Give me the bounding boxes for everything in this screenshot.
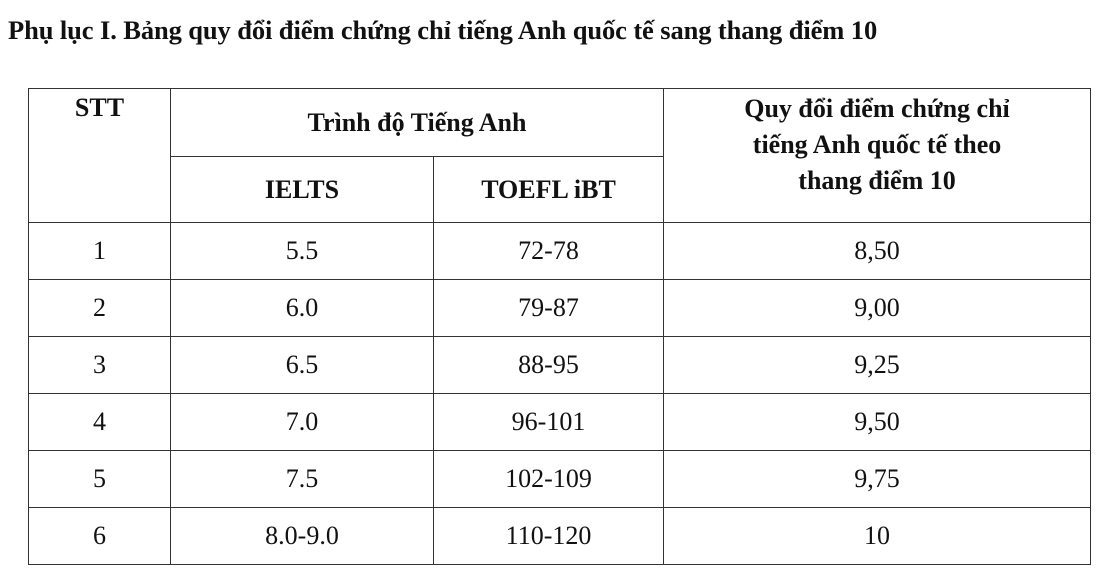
cell-ielts: 5.5 [170,222,434,280]
cell-ielts: 8.0-9.0 [170,507,434,565]
cell-toefl: 102-109 [432,450,665,508]
header-row: STT Trình độ Tiếng Anh Quy đổi điểm chứn… [28,88,1092,223]
cell-ielts: 7.0 [170,393,434,451]
header-stt: STT [28,88,171,223]
header-conversion-line: Quy đổi điểm chứng chỉ [744,94,1010,123]
cell-score: 10 [663,507,1092,565]
cell-stt: 1 [28,222,171,280]
cell-toefl: 79-87 [432,279,665,337]
cell-score: 9,00 [663,279,1092,337]
conversion-table: STT Trình độ Tiếng Anh Quy đổi điểm chứn… [28,88,1092,565]
cell-score: 9,25 [663,336,1092,394]
cell-stt: 4 [28,393,171,451]
cell-toefl: 110-120 [432,507,665,565]
header-level-group: Trình độ Tiếng Anh [169,88,665,157]
cell-stt: 2 [28,279,171,337]
cell-score: 9,50 [663,393,1092,451]
table-row: 6 8.0-9.0 110-120 10 [28,507,1092,565]
cell-ielts: 6.5 [170,336,434,394]
table-row: 2 6.0 79-87 9,00 [28,279,1092,337]
subheader-row: IELTS TOEFL iBT [29,156,1091,223]
header-conversion-line: tiếng Anh quốc tế theo [752,130,1002,159]
header-toefl: TOEFL iBT [432,156,665,223]
header-conversion: Quy đổi điểm chứng chỉ tiếng Anh quốc tế… [663,88,1092,223]
cell-stt: 3 [28,336,171,394]
table-row: 3 6.5 88-95 9,25 [28,336,1092,394]
table-row: 4 7.0 96-101 9,50 [28,393,1092,451]
cell-score: 9,75 [663,450,1092,508]
cell-ielts: 7.5 [170,450,434,508]
cell-toefl: 72-78 [432,222,665,280]
cell-stt: 6 [28,507,171,565]
header-conversion-line: thang điểm 10 [798,166,956,195]
cell-score: 8,50 [663,222,1092,280]
document-title: Phụ lục I. Bảng quy đổi điểm chứng chỉ t… [8,15,878,45]
cell-toefl: 88-95 [432,336,665,394]
table-row: 1 5.5 72-78 8,50 [28,222,1092,280]
cell-toefl: 96-101 [432,393,665,451]
header-ielts: IELTS [170,156,434,223]
cell-stt: 5 [28,450,171,508]
cell-ielts: 6.0 [170,279,434,337]
table-row: 5 7.5 102-109 9,75 [28,450,1092,508]
